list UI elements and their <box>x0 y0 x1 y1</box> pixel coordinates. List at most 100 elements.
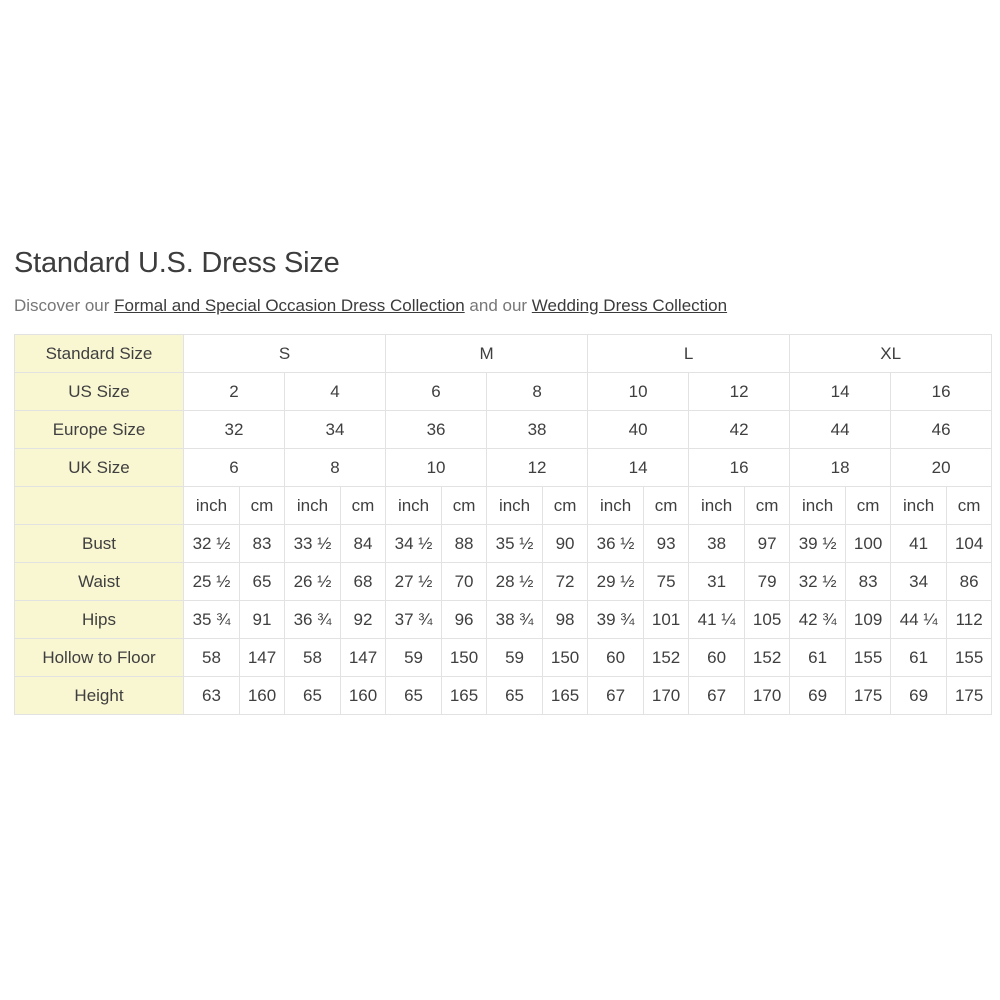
cell-uk-size-4: 14 <box>587 448 690 488</box>
cell-height-inch-3: 65 <box>486 676 544 716</box>
cell-hips-inch-1: 36 ¾ <box>284 600 341 640</box>
cell-hips-cm-3: 98 <box>542 600 589 640</box>
cell-uk-size-6: 18 <box>789 448 892 488</box>
cell-hollow-to-floor-cm-6: 155 <box>845 638 892 678</box>
cell-europe-size-6: 44 <box>789 410 892 450</box>
cell-waist-cm-1: 68 <box>339 562 387 602</box>
size-group-header-m: M <box>385 334 589 374</box>
cell-height-cm-1: 160 <box>339 676 387 716</box>
wedding-dress-collection-link[interactable]: Wedding Dress Collection <box>531 295 728 315</box>
cell-waist-cm-3: 72 <box>542 562 589 602</box>
cell-hips-cm-0: 91 <box>239 600 285 640</box>
cell-hollow-to-floor-inch-0: 58 <box>183 638 240 678</box>
table-row-waist: Waist 25 ½ 65 26 ½ 68 27 ½ 70 28 ½ 72 29 ½ 75 31 79 3… <box>14 562 993 602</box>
cell-height-inch-1: 65 <box>284 676 341 716</box>
size-group-header-l: L <box>587 334 791 374</box>
row-label-waist: Waist <box>14 562 184 602</box>
size-chart-container: Standard U.S. Dress Size Discover our Fo… <box>14 247 993 716</box>
table-row-europe-size: Europe Size 32 34 36 38 40 42 44 46 <box>14 410 993 450</box>
cell-us-size-6: 14 <box>789 372 892 412</box>
cell-height-inch-5: 67 <box>688 676 746 716</box>
cell-bust-cm-2: 88 <box>441 524 488 564</box>
cell-bust-cm-5: 97 <box>744 524 791 564</box>
cell-uk-size-3: 12 <box>486 448 589 488</box>
unit-header-inch-14: inch <box>890 486 948 526</box>
cell-height-inch-0: 63 <box>183 676 240 716</box>
unit-header-cm-11: cm <box>744 486 791 526</box>
unit-header-inch-0: inch <box>183 486 240 526</box>
cell-waist-cm-7: 86 <box>946 562 993 602</box>
cell-hips-cm-4: 101 <box>643 600 690 640</box>
cell-bust-inch-1: 33 ½ <box>284 524 341 564</box>
formal-dress-collection-link[interactable]: Formal and Special Occasion Dress Collec… <box>114 295 465 315</box>
cell-height-inch-6: 69 <box>789 676 847 716</box>
cell-waist-cm-5: 79 <box>744 562 791 602</box>
cell-hollow-to-floor-cm-3: 150 <box>542 638 589 678</box>
cell-waist-cm-6: 83 <box>845 562 892 602</box>
row-label-units <box>14 486 184 526</box>
cell-bust-cm-6: 100 <box>845 524 892 564</box>
cell-bust-inch-3: 35 ½ <box>486 524 544 564</box>
cell-waist-cm-0: 65 <box>239 562 285 602</box>
cell-bust-inch-0: 32 ½ <box>183 524 240 564</box>
cell-height-inch-7: 69 <box>890 676 948 716</box>
cell-hollow-to-floor-cm-0: 147 <box>239 638 285 678</box>
cell-us-size-7: 16 <box>890 372 993 412</box>
table-row-standard-size: Standard Size S M L XL <box>14 334 993 374</box>
unit-header-cm-3: cm <box>339 486 387 526</box>
cell-hollow-to-floor-inch-3: 59 <box>486 638 544 678</box>
unit-header-cm-5: cm <box>441 486 488 526</box>
cell-hollow-to-floor-inch-4: 60 <box>587 638 645 678</box>
cell-hollow-to-floor-cm-5: 152 <box>744 638 791 678</box>
cell-hips-inch-0: 35 ¾ <box>183 600 240 640</box>
unit-header-cm-13: cm <box>845 486 892 526</box>
cell-bust-inch-2: 34 ½ <box>385 524 443 564</box>
cell-waist-inch-2: 27 ½ <box>385 562 443 602</box>
cell-us-size-5: 12 <box>688 372 791 412</box>
cell-hollow-to-floor-inch-5: 60 <box>688 638 746 678</box>
cell-hips-cm-7: 112 <box>946 600 993 640</box>
cell-uk-size-1: 8 <box>283 448 387 488</box>
cell-bust-cm-7: 104 <box>946 524 993 564</box>
table-row-us-size: US Size 2 4 6 8 10 12 14 16 <box>14 372 993 412</box>
cell-europe-size-7: 46 <box>890 410 993 450</box>
cell-waist-inch-6: 32 ½ <box>789 562 847 602</box>
unit-header-cm-15: cm <box>946 486 993 526</box>
cell-waist-cm-2: 70 <box>441 562 488 602</box>
cell-hips-inch-4: 39 ¾ <box>587 600 645 640</box>
table-row-uk-size: UK Size 6 8 10 12 14 16 18 20 <box>14 448 993 488</box>
cell-us-size-3: 8 <box>486 372 589 412</box>
cell-height-cm-4: 170 <box>643 676 690 716</box>
cell-hips-inch-6: 42 ¾ <box>789 600 847 640</box>
table-row-bust: Bust 32 ½ 83 33 ½ 84 34 ½ 88 35 ½ 90 36 ½ 93 38 97 39… <box>14 524 993 564</box>
cell-waist-inch-7: 34 <box>890 562 948 602</box>
row-label-uk-size: UK Size <box>14 448 184 488</box>
row-label-us-size: US Size <box>14 372 184 412</box>
cell-hips-cm-5: 105 <box>744 600 791 640</box>
cell-hollow-to-floor-cm-4: 152 <box>643 638 690 678</box>
cell-height-cm-7: 175 <box>946 676 993 716</box>
cell-uk-size-7: 20 <box>890 448 993 488</box>
unit-header-inch-10: inch <box>688 486 746 526</box>
cell-bust-cm-1: 84 <box>339 524 387 564</box>
cell-bust-inch-7: 41 <box>890 524 948 564</box>
cell-bust-inch-5: 38 <box>688 524 746 564</box>
cell-hollow-to-floor-cm-2: 150 <box>441 638 488 678</box>
cell-hips-cm-1: 92 <box>339 600 387 640</box>
cell-hollow-to-floor-cm-1: 147 <box>339 638 387 678</box>
cell-hollow-to-floor-inch-6: 61 <box>789 638 847 678</box>
cell-waist-inch-3: 28 ½ <box>486 562 544 602</box>
unit-header-cm-1: cm <box>239 486 285 526</box>
cell-height-cm-2: 165 <box>441 676 488 716</box>
cell-hips-cm-2: 96 <box>441 600 488 640</box>
size-chart-table: Standard Size S M L XL US Size 2 4 6 8 10 12 14 16 Eur… <box>14 334 993 716</box>
row-label-europe-size: Europe Size <box>14 410 184 450</box>
cell-uk-size-5: 16 <box>688 448 791 488</box>
subtitle: Discover our Formal and Special Occasion… <box>14 296 989 316</box>
cell-bust-inch-6: 39 ½ <box>789 524 847 564</box>
cell-waist-cm-4: 75 <box>643 562 690 602</box>
cell-bust-cm-4: 93 <box>643 524 690 564</box>
cell-hips-inch-5: 41 ¼ <box>688 600 746 640</box>
